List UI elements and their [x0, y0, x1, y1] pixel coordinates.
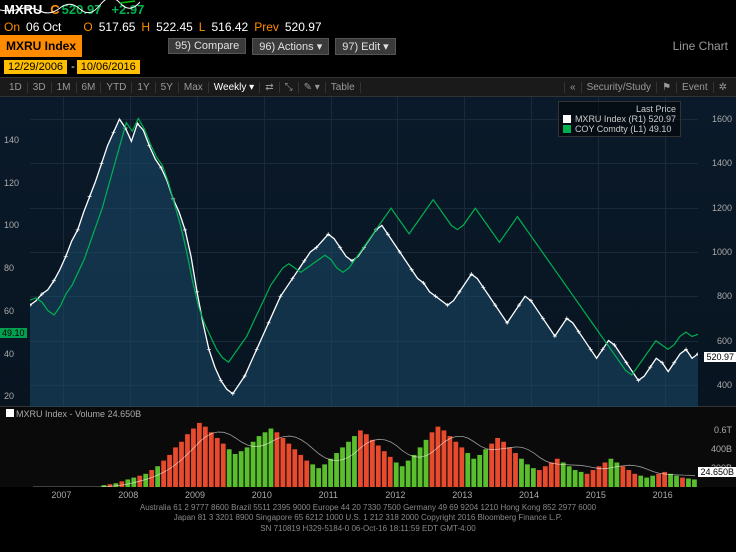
legend-s1: MXRU Index (R1) — [575, 114, 646, 124]
year-label: 2011 — [319, 490, 338, 500]
y-axis-left: 2040608010012014049.10 — [0, 97, 30, 406]
open-label: O — [83, 20, 92, 34]
volume-chart[interactable]: MXRU Index - Volume 24.650B 200B400B0.6T… — [0, 407, 736, 487]
action-bar: MXRU Index 95) Compare 96) Actions ▾ 97)… — [0, 35, 736, 57]
rtool-3[interactable]: Event — [676, 82, 713, 93]
volume-label: MXRU Index - Volume 24.650B — [6, 409, 141, 419]
prev-label: Prev — [254, 20, 279, 34]
index-name: MXRU Index — [0, 35, 82, 57]
tool-0[interactable]: ⇄ — [260, 82, 279, 93]
quote-header: MXRU C 520.97 +2.97 — [0, 0, 736, 19]
year-label: 2009 — [185, 490, 205, 500]
year-label: 2010 — [252, 490, 272, 500]
date-range-row: 12/29/2006 - 10/06/2016 — [0, 57, 736, 77]
vol-label-text: MXRU Index - Volume — [16, 409, 105, 419]
compare-button[interactable]: 95) Compare — [168, 38, 246, 54]
y-axis-right: 4006008001000120014001600520.97 — [698, 97, 736, 406]
prev-value: 520.97 — [285, 20, 322, 34]
tf-1y[interactable]: 1Y — [132, 82, 155, 93]
price-chart[interactable]: Last Price MXRU Index (R1) 520.97 COY Co… — [0, 97, 736, 407]
high-label: H — [141, 20, 150, 34]
on-date: 06 Oct — [26, 20, 61, 34]
volume-plot — [30, 421, 698, 487]
price-chip-left: 49.10 — [0, 328, 27, 338]
rtool-4[interactable]: ✲ — [713, 82, 732, 93]
x-axis: 2007 2008 2009 2010 2011 2012 2013 2014 2015 2016 — [0, 487, 736, 501]
vol-label-value: 24.650B — [108, 409, 142, 419]
rtool-2[interactable]: ⚑ — [656, 82, 676, 93]
rtool-1[interactable]: Security/Study — [581, 82, 656, 93]
footer: Australia 61 2 9777 8600 Brazil 5511 239… — [0, 501, 736, 536]
price-chip-right: 520.97 — [704, 352, 736, 362]
tool-3[interactable]: Table — [326, 82, 361, 93]
ohlc-row: On 06 Oct O 517.65 H 522.45 L 516.42 Pre… — [0, 19, 736, 35]
legend-s2-value: 49.10 — [649, 124, 672, 134]
low-label: L — [199, 20, 206, 34]
year-label: 2014 — [519, 490, 539, 500]
toolbar: 1D3D1M6MYTD1Y5YMax Weekly ▾ ⇄⤡✎ ▾Table «… — [0, 77, 736, 97]
tf-max[interactable]: Max — [179, 82, 209, 93]
year-label: 2015 — [586, 490, 606, 500]
legend-s1-value: 520.97 — [648, 114, 676, 124]
footer-line3: SN 710819 H329-5184-0 06-Oct-16 18:11:59… — [4, 524, 732, 534]
legend-title: Last Price — [636, 104, 676, 114]
edit-button[interactable]: 97) Edit ▾ — [335, 38, 396, 55]
tf-1m[interactable]: 1M — [52, 82, 77, 93]
date-to-field[interactable]: 10/06/2016 — [77, 60, 140, 74]
date-dash: - — [71, 61, 75, 73]
rtool-0[interactable]: « — [564, 82, 581, 93]
year-label: 2008 — [118, 490, 138, 500]
year-label: 2013 — [452, 490, 472, 500]
plot-area — [30, 97, 698, 406]
date-from-field[interactable]: 12/29/2006 — [4, 60, 67, 74]
actions-button[interactable]: 96) Actions ▾ — [252, 38, 329, 55]
tf-1d[interactable]: 1D — [4, 82, 28, 93]
year-label: 2012 — [385, 490, 405, 500]
legend-s2: COY Comdty (L1) — [575, 124, 646, 134]
footer-line2: Japan 81 3 3201 8900 Singapore 65 6212 1… — [4, 513, 732, 523]
period-dropdown[interactable]: Weekly ▾ — [209, 82, 260, 93]
year-label: 2007 — [51, 490, 71, 500]
footer-line1: Australia 61 2 9777 8600 Brazil 5511 239… — [4, 503, 732, 513]
year-label: 2016 — [653, 490, 673, 500]
tf-ytd[interactable]: YTD — [101, 82, 132, 93]
low-value: 516.42 — [211, 20, 248, 34]
on-label: On — [4, 20, 20, 34]
open-value: 517.65 — [99, 20, 136, 34]
high-value: 522.45 — [156, 20, 193, 34]
tool-1[interactable]: ⤡ — [280, 82, 299, 93]
tf-6m[interactable]: 6M — [77, 82, 102, 93]
tool-2[interactable]: ✎ ▾ — [299, 82, 326, 93]
tf-3d[interactable]: 3D — [28, 82, 52, 93]
chart-type-label: Line Chart — [673, 39, 736, 53]
volume-chip: 24.650B — [698, 467, 736, 477]
chart-legend: Last Price MXRU Index (R1) 520.97 COY Co… — [558, 101, 681, 137]
tf-5y[interactable]: 5Y — [156, 82, 179, 93]
